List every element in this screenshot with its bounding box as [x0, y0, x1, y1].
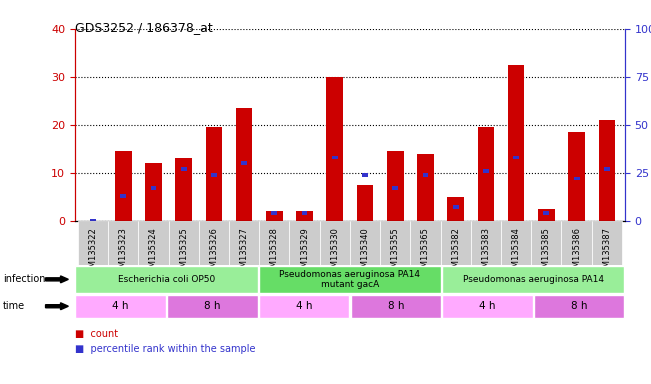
Bar	[501, 221, 531, 265]
Text: GSM135329: GSM135329	[300, 227, 309, 278]
Text: 8 h: 8 h	[387, 301, 404, 311]
Text: ■  count: ■ count	[75, 329, 118, 339]
Text: 4 h: 4 h	[296, 301, 312, 311]
Text: ■  percentile rank within the sample: ■ percentile rank within the sample	[75, 344, 255, 354]
Bar	[211, 173, 217, 177]
Text: GSM135328: GSM135328	[270, 227, 279, 278]
Text: GDS3252 / 186378_at: GDS3252 / 186378_at	[75, 21, 213, 34]
Bar	[592, 221, 622, 265]
Bar	[229, 221, 259, 265]
Text: time: time	[3, 301, 25, 311]
Text: GSM135355: GSM135355	[391, 227, 400, 278]
Text: GSM135322: GSM135322	[89, 227, 98, 278]
Bar	[442, 266, 624, 293]
Bar	[169, 221, 199, 265]
Bar	[453, 205, 458, 209]
Bar	[175, 158, 192, 221]
Bar	[447, 197, 464, 221]
Bar	[76, 266, 258, 293]
Bar	[271, 211, 277, 215]
Bar	[350, 221, 380, 265]
Bar	[531, 221, 561, 265]
Bar	[138, 221, 169, 265]
Bar	[441, 221, 471, 265]
Bar	[76, 295, 166, 318]
Bar	[108, 221, 138, 265]
Text: GSM135387: GSM135387	[602, 227, 611, 278]
Text: GSM135330: GSM135330	[330, 227, 339, 278]
Bar	[483, 169, 489, 173]
Bar	[534, 295, 624, 318]
Bar	[350, 295, 441, 318]
Bar	[259, 221, 290, 265]
Text: Pseudomonas aeruginosa PA14
mutant gacA: Pseudomonas aeruginosa PA14 mutant gacA	[279, 270, 421, 289]
Text: GSM135386: GSM135386	[572, 227, 581, 278]
Bar	[471, 221, 501, 265]
Text: GSM135365: GSM135365	[421, 227, 430, 278]
Text: GSM135340: GSM135340	[361, 227, 370, 278]
Text: GSM135383: GSM135383	[482, 227, 490, 278]
Text: 4 h: 4 h	[479, 301, 495, 311]
Text: GSM135384: GSM135384	[512, 227, 521, 278]
Bar	[145, 163, 161, 221]
Text: GSM135325: GSM135325	[179, 227, 188, 278]
Text: Escherichia coli OP50: Escherichia coli OP50	[118, 275, 215, 284]
Bar	[574, 177, 579, 180]
Bar	[296, 211, 313, 221]
Bar	[568, 132, 585, 221]
Bar	[327, 77, 343, 221]
Bar	[332, 156, 338, 159]
Bar	[320, 221, 350, 265]
Text: 8 h: 8 h	[571, 301, 587, 311]
Bar	[362, 173, 368, 177]
Bar	[478, 127, 494, 221]
Bar	[442, 295, 533, 318]
Bar	[199, 221, 229, 265]
Text: 4 h: 4 h	[113, 301, 129, 311]
Text: 8 h: 8 h	[204, 301, 221, 311]
Bar	[410, 221, 441, 265]
Bar	[598, 120, 615, 221]
Text: GSM135326: GSM135326	[210, 227, 218, 278]
Bar	[206, 127, 222, 221]
Bar	[357, 185, 373, 221]
Bar	[242, 161, 247, 165]
Bar	[290, 221, 320, 265]
Bar	[422, 173, 428, 177]
Bar	[387, 151, 404, 221]
Bar	[604, 167, 610, 171]
Bar	[508, 65, 525, 221]
Text: GSM135327: GSM135327	[240, 227, 249, 278]
Bar	[544, 211, 549, 215]
Bar	[259, 295, 350, 318]
Bar	[167, 295, 258, 318]
Bar	[513, 156, 519, 159]
Bar	[181, 167, 187, 171]
Text: GSM135323: GSM135323	[118, 227, 128, 278]
Text: Pseudomonas aeruginosa PA14: Pseudomonas aeruginosa PA14	[463, 275, 603, 284]
Bar	[115, 151, 132, 221]
Bar	[120, 194, 126, 198]
Bar	[417, 154, 434, 221]
Bar	[393, 186, 398, 190]
Bar	[538, 209, 555, 221]
Bar	[90, 219, 96, 223]
Bar	[380, 221, 410, 265]
Text: GSM135324: GSM135324	[149, 227, 158, 278]
Text: infection: infection	[3, 274, 46, 285]
Bar	[236, 108, 253, 221]
Bar	[301, 211, 307, 215]
Bar	[266, 211, 283, 221]
Bar	[259, 266, 441, 293]
Text: GSM135382: GSM135382	[451, 227, 460, 278]
Bar	[78, 221, 108, 265]
Text: GSM135385: GSM135385	[542, 227, 551, 278]
Bar	[150, 186, 156, 190]
Bar	[561, 221, 592, 265]
